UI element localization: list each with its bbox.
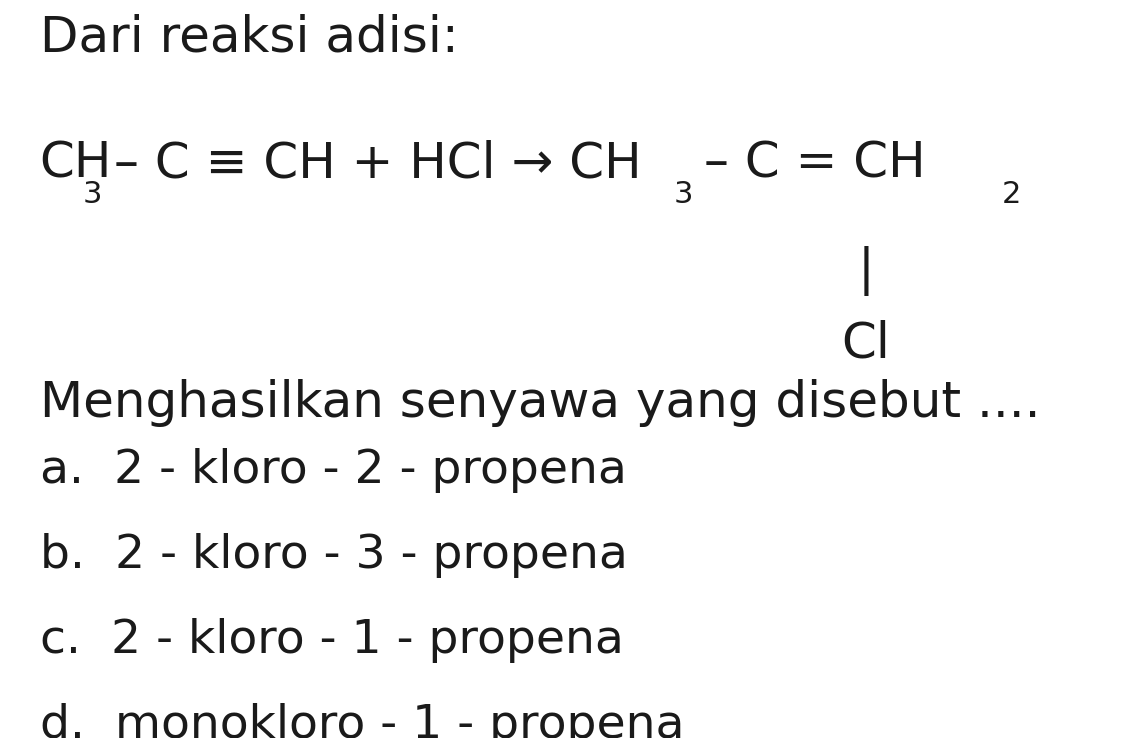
- Text: c.  2 - kloro - 1 - propena: c. 2 - kloro - 1 - propena: [40, 618, 624, 663]
- Text: CH: CH: [40, 139, 112, 187]
- Text: |: |: [858, 246, 874, 296]
- Text: – C ≡ CH + HCl → CH: – C ≡ CH + HCl → CH: [98, 139, 642, 187]
- Text: 2: 2: [1002, 180, 1021, 209]
- Text: Cl: Cl: [841, 320, 891, 368]
- Text: 3: 3: [83, 180, 102, 209]
- Text: Menghasilkan senyawa yang disebut ....: Menghasilkan senyawa yang disebut ....: [40, 379, 1040, 427]
- Text: Dari reaksi adisi:: Dari reaksi adisi:: [40, 14, 458, 62]
- Text: b.  2 - kloro - 3 - propena: b. 2 - kloro - 3 - propena: [40, 534, 627, 579]
- Text: d.  monokloro - 1 - propena: d. monokloro - 1 - propena: [40, 703, 684, 738]
- Text: a.  2 - kloro - 2 - propena: a. 2 - kloro - 2 - propena: [40, 449, 626, 494]
- Text: 3: 3: [674, 180, 693, 209]
- Text: – C = CH: – C = CH: [688, 139, 926, 187]
